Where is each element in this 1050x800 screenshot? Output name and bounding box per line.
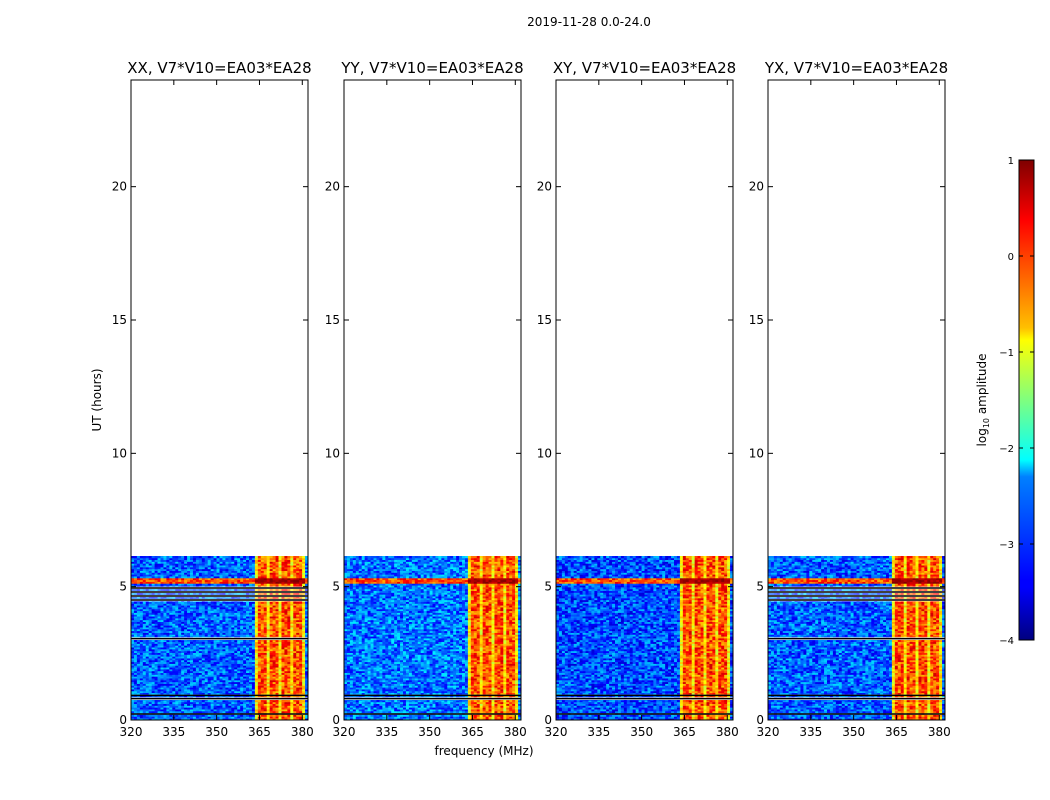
x-axis-label: frequency (MHz) — [434, 744, 533, 758]
figure: 2019-11-28 0.0-24.0 frequency (MHz) UT (… — [0, 0, 1050, 800]
panel-title: XX, V7*V10=EA03*EA28 — [127, 59, 311, 77]
figure-suptitle: 2019-11-28 0.0-24.0 — [527, 15, 651, 29]
y-axis-label: UT (hours) — [90, 368, 104, 431]
